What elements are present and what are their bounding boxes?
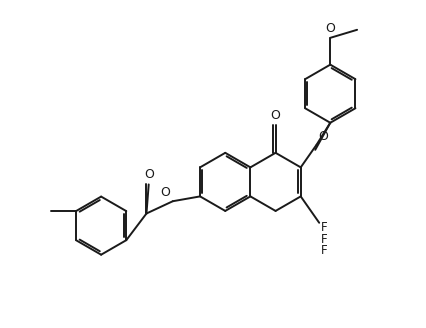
Text: F: F xyxy=(321,233,328,246)
Text: O: O xyxy=(318,130,328,143)
Text: O: O xyxy=(271,109,280,122)
Text: O: O xyxy=(325,22,335,35)
Text: O: O xyxy=(144,168,154,181)
Text: F: F xyxy=(321,244,328,257)
Text: O: O xyxy=(160,186,170,199)
Text: F: F xyxy=(321,221,328,234)
